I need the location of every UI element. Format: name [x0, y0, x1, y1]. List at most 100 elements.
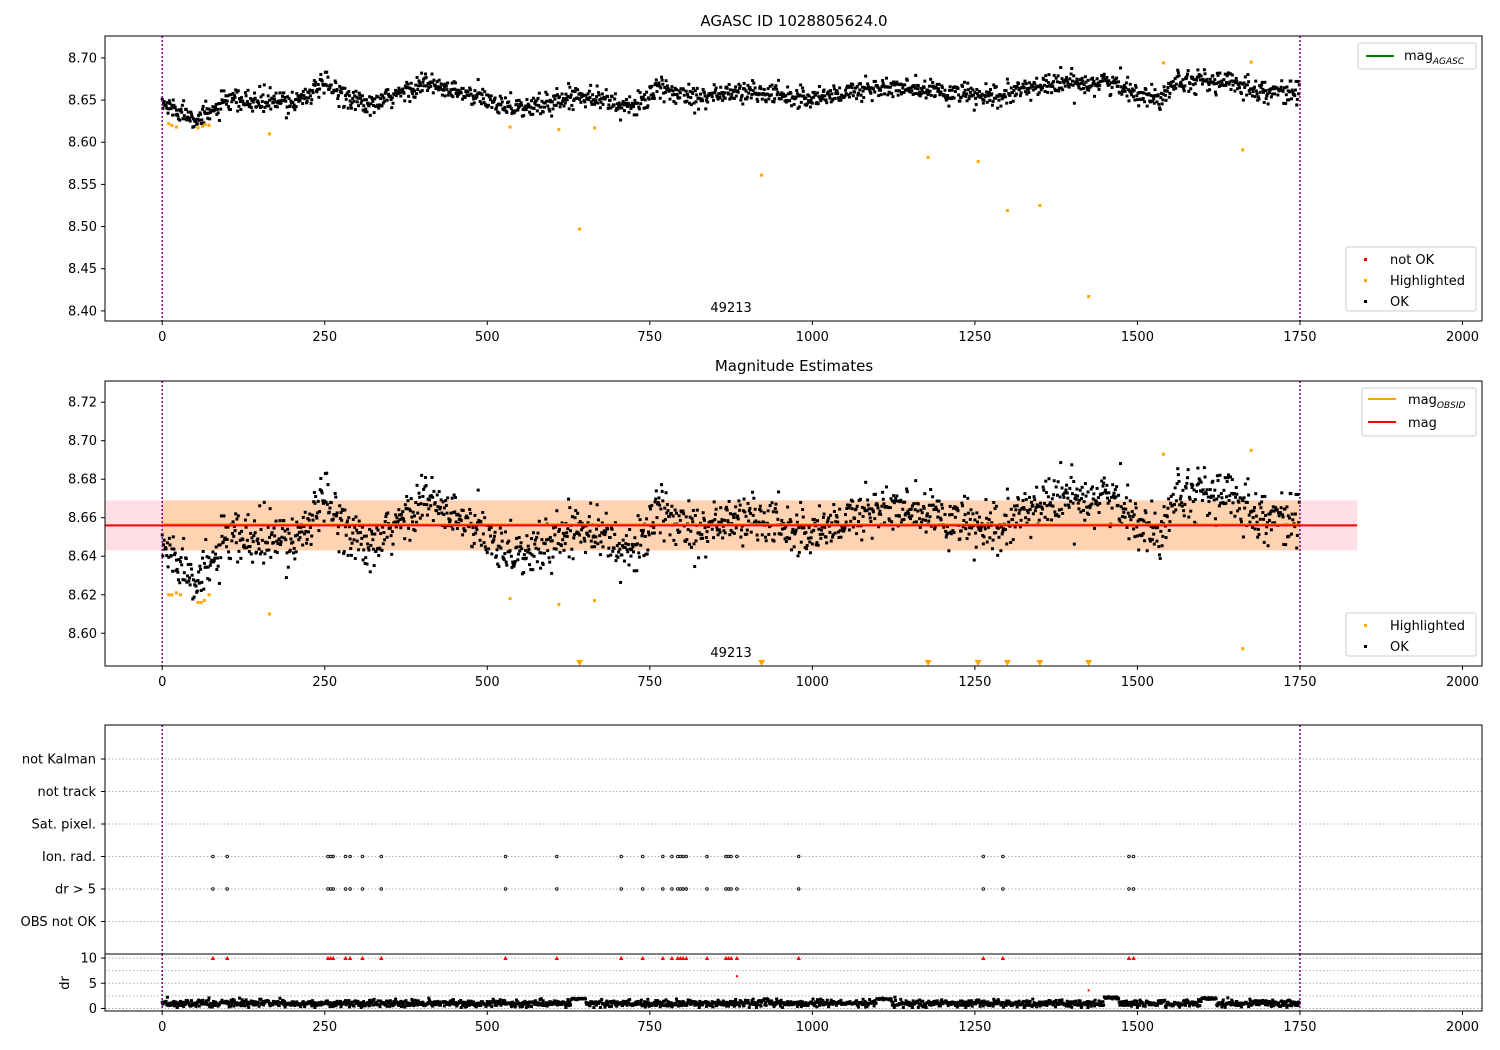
ok-point	[629, 106, 633, 110]
ok-point	[631, 545, 635, 549]
dr-point	[268, 1004, 272, 1008]
ok-point	[516, 558, 520, 562]
dr-point	[541, 1001, 545, 1005]
flag-point	[1131, 854, 1136, 859]
ok-point	[471, 94, 475, 98]
dr-point	[239, 1004, 243, 1008]
ok-point	[626, 105, 630, 109]
ok-point	[270, 531, 274, 535]
ok-point	[571, 557, 575, 561]
ok-point	[546, 99, 550, 103]
ok-point	[1050, 497, 1054, 501]
dr-point	[751, 1000, 755, 1004]
ok-point	[1184, 77, 1188, 81]
ok-point	[437, 512, 441, 516]
ok-point	[843, 94, 847, 98]
ok-point	[564, 92, 568, 96]
dr-point	[262, 1003, 266, 1007]
ok-point	[419, 84, 423, 88]
ok-point	[891, 527, 895, 531]
ok-point	[1201, 488, 1205, 492]
ok-point	[361, 108, 365, 112]
dr-point	[398, 1001, 402, 1005]
ok-point	[189, 110, 193, 114]
dr-point	[212, 999, 216, 1003]
ok-point	[1265, 521, 1269, 525]
dr-point	[426, 1001, 430, 1005]
dr-point	[522, 1002, 526, 1006]
ok-point	[749, 88, 753, 92]
ok-point	[773, 507, 777, 511]
ok-point	[518, 104, 522, 108]
ok-point	[282, 519, 286, 523]
ok-point	[287, 96, 291, 100]
ok-point	[462, 527, 466, 531]
ok-point	[1110, 85, 1114, 89]
ok-point	[219, 107, 223, 111]
ok-point	[1172, 510, 1176, 514]
ok-point	[624, 98, 628, 102]
ok-point	[253, 91, 257, 95]
ok-point	[736, 90, 740, 94]
ok-point	[435, 87, 439, 91]
ok-point	[445, 88, 449, 92]
ok-point	[1294, 492, 1298, 496]
ok-point	[324, 500, 328, 504]
ok-point	[1064, 488, 1068, 492]
ok-point	[176, 578, 180, 582]
ok-point	[273, 104, 277, 108]
ok-point	[1068, 82, 1072, 86]
ok-point	[398, 90, 402, 94]
ok-point	[780, 519, 784, 523]
ok-point	[1237, 507, 1241, 511]
dr-point	[751, 997, 755, 1001]
dr-point	[490, 1000, 494, 1004]
ok-point	[520, 547, 524, 551]
ok-point	[903, 500, 907, 504]
ok-point	[835, 89, 839, 93]
ok-point	[1215, 497, 1219, 501]
ok-point	[712, 500, 716, 504]
ok-point	[294, 550, 298, 554]
ok-point	[1234, 76, 1238, 80]
ok-point	[881, 490, 885, 494]
dr-point	[927, 999, 931, 1003]
dr-point	[861, 997, 865, 1001]
ok-point	[691, 86, 695, 90]
ok-point	[347, 525, 351, 529]
ok-point	[637, 555, 641, 559]
ok-point	[1263, 494, 1267, 498]
ok-point	[609, 553, 613, 557]
dr-point	[773, 1001, 777, 1005]
ok-point	[243, 546, 247, 550]
ok-point	[1246, 73, 1250, 77]
dr-point	[308, 1000, 312, 1004]
ok-point	[476, 78, 480, 82]
ok-point	[734, 85, 738, 89]
ok-point	[1178, 503, 1182, 507]
dr-point	[405, 1004, 409, 1008]
ok-point	[963, 88, 967, 92]
ok-point	[681, 509, 685, 513]
ok-point	[744, 514, 748, 518]
ok-point	[1044, 491, 1048, 495]
ok-point	[804, 530, 808, 534]
ok-point	[1042, 78, 1046, 82]
ok-point	[715, 95, 719, 99]
ok-point	[257, 547, 261, 551]
ok-point	[907, 512, 911, 516]
dr-point	[658, 1005, 662, 1009]
ok-point	[870, 536, 874, 540]
ok-point	[814, 93, 818, 97]
ok-point	[1001, 530, 1005, 534]
ok-point	[1065, 483, 1069, 487]
ok-point	[918, 525, 922, 529]
ok-point	[1109, 81, 1113, 85]
ok-point	[559, 102, 563, 106]
ok-point	[256, 101, 260, 105]
dr-point	[173, 1004, 177, 1008]
ok-point	[944, 535, 948, 539]
ok-point	[1258, 517, 1262, 521]
ok-point	[1083, 75, 1087, 79]
ok-point	[1216, 479, 1220, 483]
